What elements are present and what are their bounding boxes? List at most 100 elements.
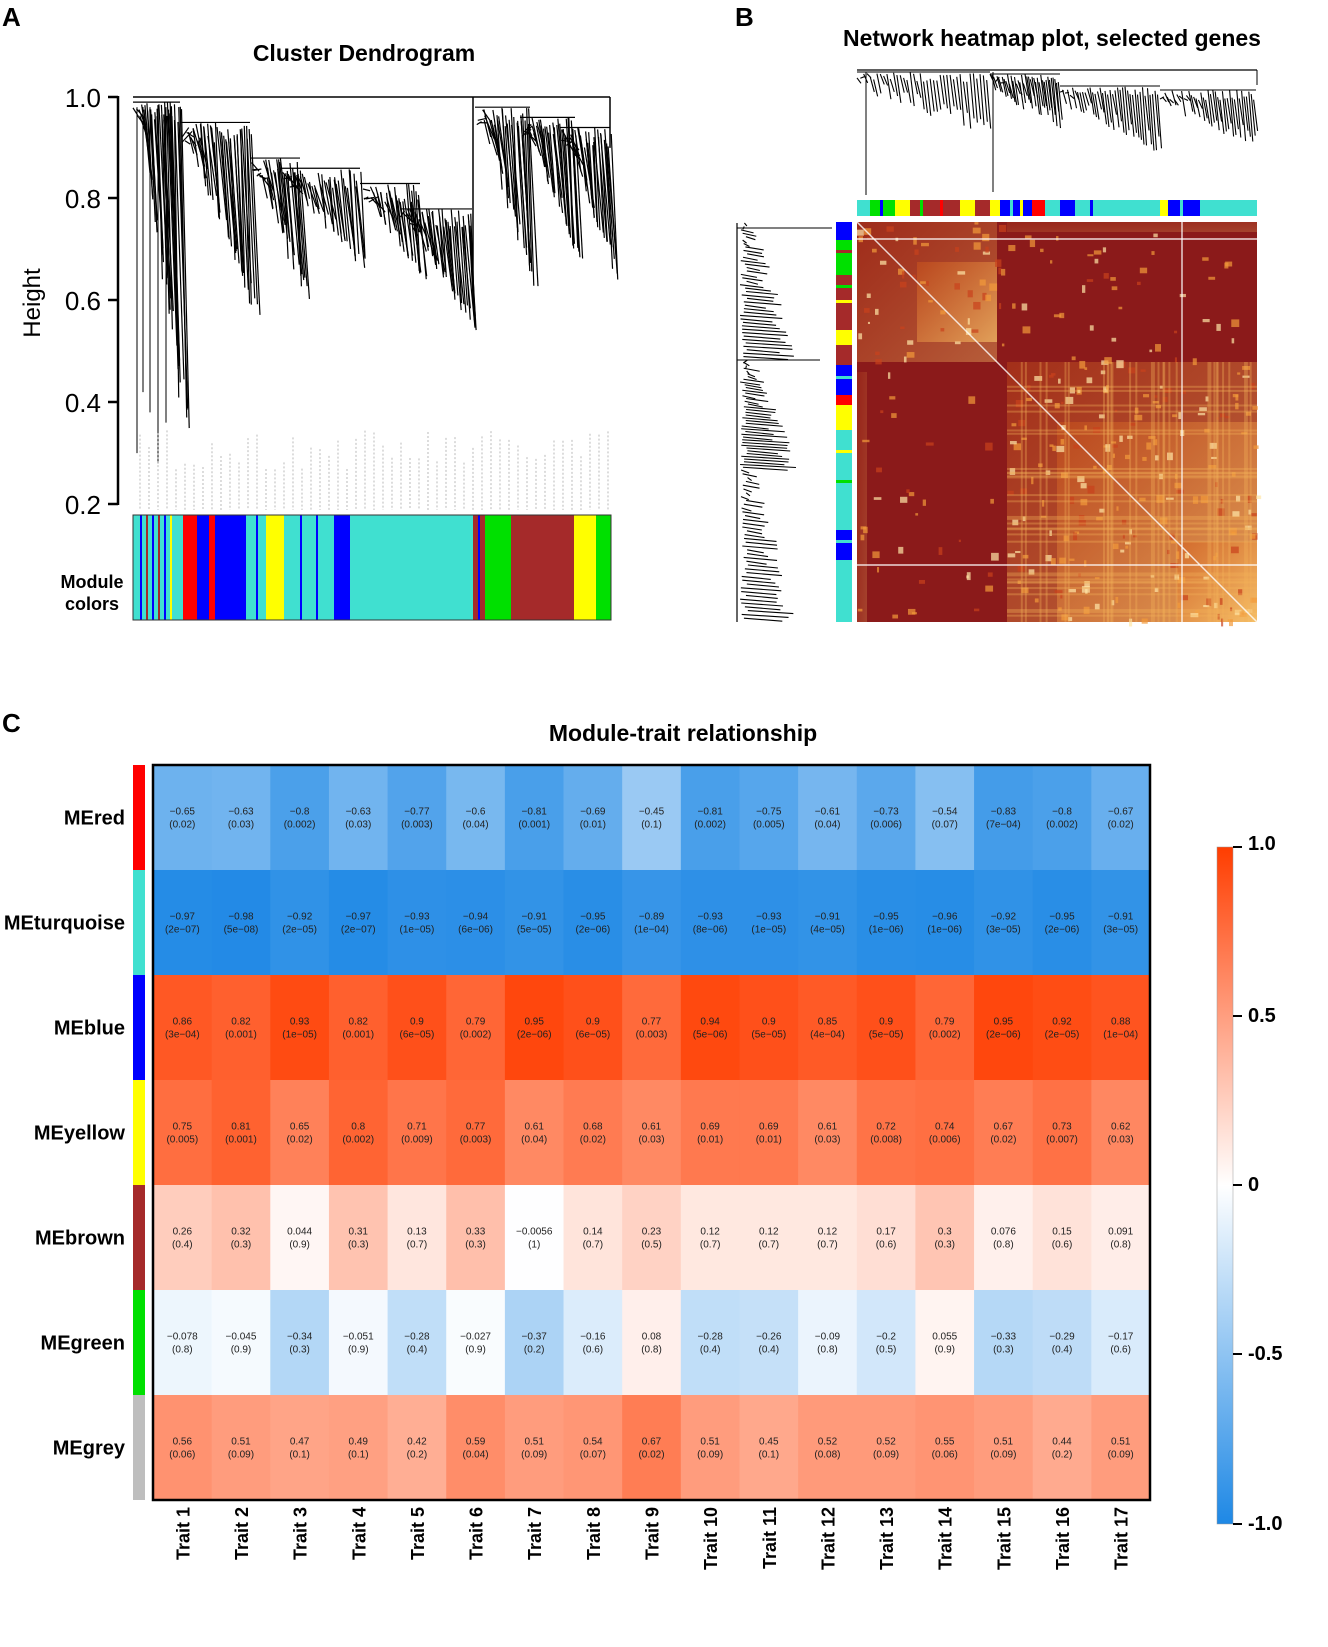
cell-value: 0.94 [700,1017,720,1028]
heatmap-cell [211,765,271,871]
heatmap-cell [504,1290,565,1396]
cell-pvalue: (0.03) [814,1135,840,1146]
cell-pvalue: (0.003) [460,1135,492,1146]
cell-value: 0.091 [1108,1227,1133,1238]
heatmap-cell [211,870,271,976]
cell-pvalue: (0.03) [638,1135,664,1146]
cell-pvalue: (7e−04) [986,820,1021,831]
cell-value: −0.09 [815,1332,841,1343]
cell-value: −0.6 [466,807,486,818]
heatmap-cell [270,765,330,871]
column-label: Trait 2 [232,1507,252,1560]
cell-pvalue: (0.3) [348,1240,369,1251]
cell-pvalue: (3e−04) [165,1030,200,1041]
cell-pvalue: (0.02) [1108,820,1134,831]
heatmap-cell [915,870,975,976]
cell-value: 0.79 [466,1017,486,1028]
cell-value: −0.97 [346,912,372,923]
row-color-strip [133,1290,145,1395]
cell-value: 0.77 [466,1122,486,1133]
heatmap-cell [270,1290,330,1396]
cell-pvalue: (1e−04) [634,925,669,936]
heatmap-cell [153,1185,213,1291]
colorbar-gradient [1216,846,1234,1525]
cell-value: −0.29 [1049,1332,1075,1343]
cell-value: 0.42 [407,1437,427,1448]
cell-value: 0.15 [1052,1227,1072,1238]
left-dendrogram [736,222,832,622]
cell-value: −0.91 [522,912,548,923]
cell-pvalue: (0.4) [759,1345,780,1356]
cell-pvalue: (0.07) [932,820,958,831]
cell-value: 0.68 [583,1122,603,1133]
heatmap-cell [446,1080,506,1186]
cell-pvalue: (0.7) [583,1240,604,1251]
heatmap-cell [1032,975,1092,1081]
heatmap-cell [387,1185,447,1291]
cell-value: 0.44 [1052,1437,1072,1448]
colorbar-tick: 1.0 [1248,833,1276,855]
cell-pvalue: (8e−06) [693,925,728,936]
cell-value: −0.95 [1049,912,1075,923]
cell-pvalue: (0.7) [817,1240,838,1251]
heatmap-cell [856,1290,916,1396]
cell-value: 0.95 [994,1017,1014,1028]
row-label: MEgrey [53,1438,126,1460]
cell-pvalue: (0.3) [465,1240,486,1251]
colorbar-tick: -1.0 [1248,1513,1282,1535]
cell-pvalue: (0.2) [1052,1450,1073,1461]
cell-value: 0.79 [935,1017,955,1028]
cell-value: −0.28 [697,1332,723,1343]
cell-pvalue: (0.007) [1046,1135,1078,1146]
cell-pvalue: (0.4) [172,1240,193,1251]
cell-value: 0.51 [700,1437,720,1448]
cell-value: −0.91 [815,912,841,923]
y-axis-label: Height [19,268,46,338]
cell-value: 0.51 [994,1437,1014,1448]
heatmap-cell [446,975,506,1081]
heatmap-cell [328,1395,389,1501]
cell-pvalue: (0.01) [580,820,606,831]
heatmap-cell [798,765,858,871]
cell-value: −0.65 [170,807,196,818]
left-module-color-bar [836,222,852,622]
heatmap-cell [211,975,271,1081]
cell-value: 0.73 [1052,1122,1072,1133]
cell-value: 0.69 [759,1122,779,1133]
cell-pvalue: (0.02) [580,1135,606,1146]
network-heatmap-title: Network heatmap plot, selected genes [843,25,1261,51]
column-label: Trait 4 [349,1507,369,1560]
cell-value: 0.92 [1052,1017,1072,1028]
column-label: Trait 8 [584,1507,604,1560]
cell-pvalue: (0.006) [929,1135,961,1146]
heatmap-cell [680,765,740,871]
cell-value: −0.73 [873,807,899,818]
cell-value: 0.076 [991,1227,1016,1238]
column-label: Trait 7 [525,1507,545,1560]
heatmap-cell [563,1185,623,1291]
column-label: Trait 3 [291,1507,311,1560]
cell-pvalue: (0.009) [401,1135,433,1146]
heatmap-cell [446,1290,506,1396]
cell-value: 0.9 [586,1017,600,1028]
heatmap-cell [270,870,330,976]
cell-pvalue: (0.09) [990,1450,1016,1461]
cell-pvalue: (0.04) [462,1450,488,1461]
heatmap-cell [563,1395,623,1501]
ytick-label: 0.2 [65,490,101,520]
heatmap-cell [798,1080,858,1186]
cell-value: 0.81 [231,1122,251,1133]
heatmap-cell [153,1080,213,1186]
heatmap-cell [622,765,682,871]
cell-value: −0.75 [756,807,782,818]
heatmap-cell [915,1395,975,1501]
heatmap-cell [1032,1080,1092,1186]
heatmap-cell [739,1080,799,1186]
cell-value: 0.82 [231,1017,251,1028]
cell-pvalue: (0.001) [342,1030,374,1041]
cell-pvalue: (2e−05) [282,925,317,936]
column-label: Trait 17 [1112,1507,1132,1570]
heatmap-cell [1091,1185,1151,1291]
heatmap-cell [622,1395,682,1501]
cell-value: 0.47 [290,1437,310,1448]
